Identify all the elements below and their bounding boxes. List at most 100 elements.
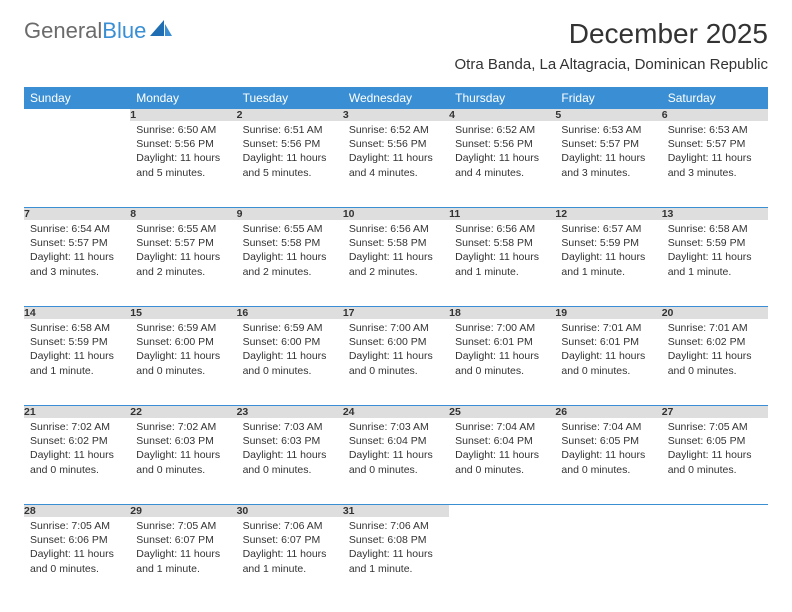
sunset-text: Sunset: 6:00 PM bbox=[349, 335, 443, 349]
day-number-cell: 27 bbox=[662, 406, 768, 418]
day-number-cell: 22 bbox=[130, 406, 236, 418]
daylight-text: Daylight: 11 hours and 0 minutes. bbox=[455, 349, 549, 377]
daylight-text: Daylight: 11 hours and 4 minutes. bbox=[349, 151, 443, 179]
day-cell: Sunrise: 7:04 AMSunset: 6:05 PMDaylight:… bbox=[555, 418, 661, 505]
sunrise-text: Sunrise: 7:05 AM bbox=[668, 420, 762, 434]
day-cell: Sunrise: 6:50 AMSunset: 5:56 PMDaylight:… bbox=[130, 121, 236, 208]
sunrise-text: Sunrise: 7:00 AM bbox=[455, 321, 549, 335]
day-content-row: Sunrise: 6:58 AMSunset: 5:59 PMDaylight:… bbox=[24, 319, 768, 406]
sunset-text: Sunset: 6:04 PM bbox=[455, 434, 549, 448]
day-cell: Sunrise: 7:01 AMSunset: 6:01 PMDaylight:… bbox=[555, 319, 661, 406]
day-number-cell bbox=[449, 505, 555, 517]
daylight-text: Daylight: 11 hours and 0 minutes. bbox=[349, 448, 443, 476]
logo: GeneralBlue bbox=[24, 18, 174, 44]
day-cell: Sunrise: 6:56 AMSunset: 5:58 PMDaylight:… bbox=[343, 220, 449, 307]
day-number-cell: 23 bbox=[237, 406, 343, 418]
day-cell: Sunrise: 7:05 AMSunset: 6:06 PMDaylight:… bbox=[24, 517, 130, 603]
day-header: Thursday bbox=[449, 87, 555, 109]
daylight-text: Daylight: 11 hours and 3 minutes. bbox=[30, 250, 124, 278]
daylight-text: Daylight: 11 hours and 0 minutes. bbox=[136, 448, 230, 476]
day-number-cell bbox=[662, 505, 768, 517]
day-cell bbox=[555, 517, 661, 603]
day-number-cell: 14 bbox=[24, 307, 130, 319]
sunrise-text: Sunrise: 6:52 AM bbox=[455, 123, 549, 137]
day-number-cell: 2 bbox=[237, 109, 343, 121]
sunset-text: Sunset: 6:01 PM bbox=[561, 335, 655, 349]
daylight-text: Daylight: 11 hours and 0 minutes. bbox=[30, 448, 124, 476]
sunset-text: Sunset: 6:01 PM bbox=[455, 335, 549, 349]
day-cell: Sunrise: 7:05 AMSunset: 6:07 PMDaylight:… bbox=[130, 517, 236, 603]
sunset-text: Sunset: 6:04 PM bbox=[349, 434, 443, 448]
sunset-text: Sunset: 5:58 PM bbox=[349, 236, 443, 250]
sunset-text: Sunset: 5:56 PM bbox=[136, 137, 230, 151]
daylight-text: Daylight: 11 hours and 1 minute. bbox=[668, 250, 762, 278]
day-content-row: Sunrise: 7:02 AMSunset: 6:02 PMDaylight:… bbox=[24, 418, 768, 505]
daylight-text: Daylight: 11 hours and 0 minutes. bbox=[668, 349, 762, 377]
calendar-page: GeneralBlue December 2025 Otra Banda, La… bbox=[0, 0, 792, 612]
day-number-cell: 4 bbox=[449, 109, 555, 121]
sunset-text: Sunset: 5:59 PM bbox=[561, 236, 655, 250]
day-number-cell: 5 bbox=[555, 109, 661, 121]
day-header: Friday bbox=[555, 87, 661, 109]
day-cell: Sunrise: 6:52 AMSunset: 5:56 PMDaylight:… bbox=[343, 121, 449, 208]
day-number-cell: 9 bbox=[237, 208, 343, 220]
sunrise-text: Sunrise: 7:04 AM bbox=[455, 420, 549, 434]
day-cell: Sunrise: 7:01 AMSunset: 6:02 PMDaylight:… bbox=[662, 319, 768, 406]
day-cell: Sunrise: 6:59 AMSunset: 6:00 PMDaylight:… bbox=[130, 319, 236, 406]
day-number-cell: 10 bbox=[343, 208, 449, 220]
sunset-text: Sunset: 6:03 PM bbox=[136, 434, 230, 448]
sunset-text: Sunset: 6:00 PM bbox=[243, 335, 337, 349]
day-content-row: Sunrise: 7:05 AMSunset: 6:06 PMDaylight:… bbox=[24, 517, 768, 603]
sunset-text: Sunset: 5:57 PM bbox=[668, 137, 762, 151]
sunrise-text: Sunrise: 7:00 AM bbox=[349, 321, 443, 335]
sunrise-text: Sunrise: 7:04 AM bbox=[561, 420, 655, 434]
sunset-text: Sunset: 6:02 PM bbox=[30, 434, 124, 448]
day-number-cell: 24 bbox=[343, 406, 449, 418]
daylight-text: Daylight: 11 hours and 3 minutes. bbox=[668, 151, 762, 179]
day-number-cell: 20 bbox=[662, 307, 768, 319]
sunrise-text: Sunrise: 6:59 AM bbox=[136, 321, 230, 335]
day-number-cell: 11 bbox=[449, 208, 555, 220]
header: GeneralBlue December 2025 Otra Banda, La… bbox=[24, 18, 768, 83]
sunrise-text: Sunrise: 7:06 AM bbox=[243, 519, 337, 533]
daylight-text: Daylight: 11 hours and 1 minute. bbox=[30, 349, 124, 377]
daylight-text: Daylight: 11 hours and 0 minutes. bbox=[561, 448, 655, 476]
sunset-text: Sunset: 6:07 PM bbox=[136, 533, 230, 547]
daylight-text: Daylight: 11 hours and 5 minutes. bbox=[136, 151, 230, 179]
day-cell: Sunrise: 6:56 AMSunset: 5:58 PMDaylight:… bbox=[449, 220, 555, 307]
day-number-cell: 1 bbox=[130, 109, 236, 121]
day-cell: Sunrise: 7:02 AMSunset: 6:02 PMDaylight:… bbox=[24, 418, 130, 505]
sunrise-text: Sunrise: 6:55 AM bbox=[243, 222, 337, 236]
day-number-row: 21222324252627 bbox=[24, 406, 768, 418]
sunset-text: Sunset: 5:58 PM bbox=[243, 236, 337, 250]
day-cell: Sunrise: 6:58 AMSunset: 5:59 PMDaylight:… bbox=[662, 220, 768, 307]
daylight-text: Daylight: 11 hours and 1 minute. bbox=[136, 547, 230, 575]
day-cell: Sunrise: 6:53 AMSunset: 5:57 PMDaylight:… bbox=[555, 121, 661, 208]
sunrise-text: Sunrise: 6:51 AM bbox=[243, 123, 337, 137]
sunrise-text: Sunrise: 6:55 AM bbox=[136, 222, 230, 236]
logo-text-2: Blue bbox=[102, 18, 146, 44]
day-number-cell: 21 bbox=[24, 406, 130, 418]
sunset-text: Sunset: 5:58 PM bbox=[455, 236, 549, 250]
day-number-cell: 29 bbox=[130, 505, 236, 517]
day-content-row: Sunrise: 6:54 AMSunset: 5:57 PMDaylight:… bbox=[24, 220, 768, 307]
day-number-cell: 25 bbox=[449, 406, 555, 418]
sunrise-text: Sunrise: 6:53 AM bbox=[561, 123, 655, 137]
day-number-row: 78910111213 bbox=[24, 208, 768, 220]
title-block: December 2025 Otra Banda, La Altagracia,… bbox=[454, 18, 768, 83]
day-header: Tuesday bbox=[237, 87, 343, 109]
sunset-text: Sunset: 6:00 PM bbox=[136, 335, 230, 349]
sunrise-text: Sunrise: 6:56 AM bbox=[455, 222, 549, 236]
day-number-cell bbox=[555, 505, 661, 517]
day-number-cell: 3 bbox=[343, 109, 449, 121]
day-cell: Sunrise: 6:54 AMSunset: 5:57 PMDaylight:… bbox=[24, 220, 130, 307]
sunset-text: Sunset: 5:56 PM bbox=[455, 137, 549, 151]
sunset-text: Sunset: 5:57 PM bbox=[30, 236, 124, 250]
sunset-text: Sunset: 6:06 PM bbox=[30, 533, 124, 547]
sunset-text: Sunset: 5:57 PM bbox=[136, 236, 230, 250]
day-cell: Sunrise: 7:06 AMSunset: 6:08 PMDaylight:… bbox=[343, 517, 449, 603]
day-cell bbox=[24, 121, 130, 208]
logo-sail-icon bbox=[150, 20, 174, 38]
day-header: Monday bbox=[130, 87, 236, 109]
sunset-text: Sunset: 6:05 PM bbox=[668, 434, 762, 448]
